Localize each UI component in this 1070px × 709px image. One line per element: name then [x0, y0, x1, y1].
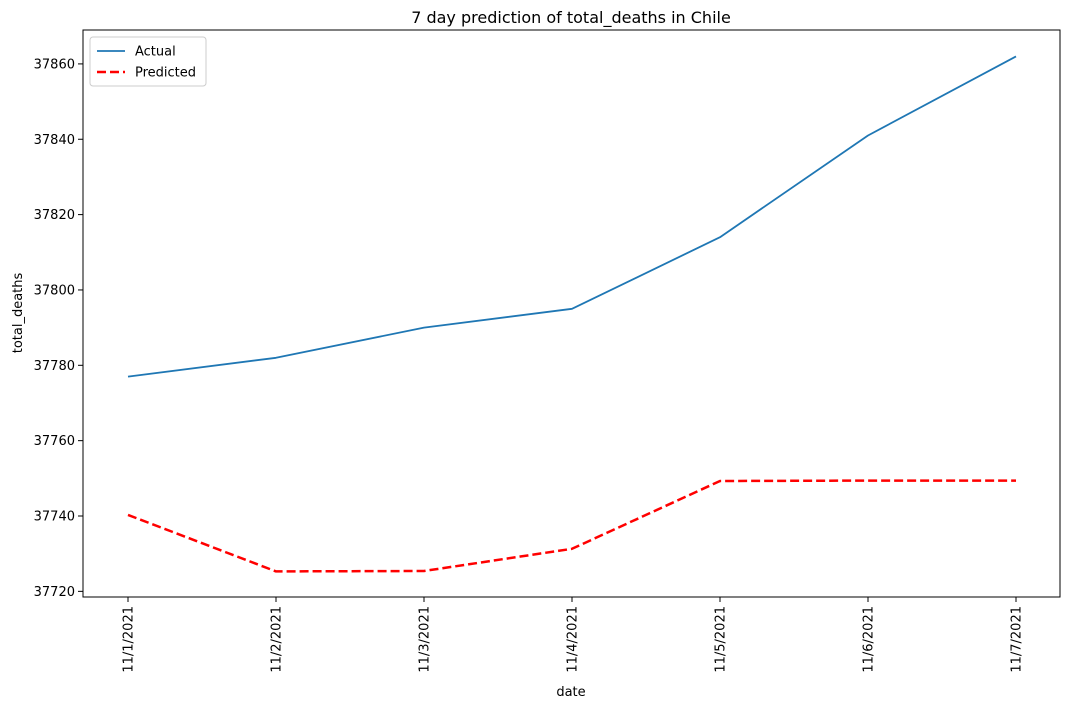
y-tick-label: 37760: [34, 434, 75, 449]
series-layer: [127, 55, 1017, 573]
y-tick-label: 37780: [34, 359, 75, 374]
y-tick-label: 37720: [34, 585, 75, 600]
y-tick-label: 37740: [34, 510, 75, 525]
legend: Actual Predicted: [89, 36, 207, 87]
x-axis-label: date: [556, 685, 585, 700]
x-tick-label: 11/3/2021: [418, 606, 433, 673]
x-tick-label: 11/4/2021: [566, 606, 581, 673]
series-line-predicted: [127, 479, 1016, 573]
x-tick-label: 11/6/2021: [862, 606, 877, 673]
y-tick-label: 37800: [34, 283, 75, 298]
plot-area: [82, 29, 1061, 598]
x-tick-label: 11/7/2021: [1010, 606, 1025, 673]
y-tick-label: 37840: [34, 133, 75, 148]
series-line-actual: [127, 55, 1017, 378]
x-tick-label: 11/1/2021: [122, 606, 137, 673]
x-tick-label: 11/2/2021: [270, 606, 285, 673]
legend-label-predicted: Predicted: [135, 66, 196, 81]
y-axis-label: total_deaths: [11, 273, 26, 354]
legend-label-actual: Actual: [135, 45, 176, 60]
x-tick-label: 11/5/2021: [714, 606, 729, 673]
legend-box: [89, 36, 207, 87]
x-axis-ticks: 11/1/2021 11/2/2021 11/3/2021 11/4/2021 11/5…: [122, 597, 1025, 673]
y-tick-label: 37860: [34, 57, 75, 72]
y-tick-label: 37820: [34, 208, 75, 223]
y-axis-ticks: 37720 37740 37760 37780 37800 37820 37840 37860: [34, 57, 83, 600]
chart-title: 7 day prediction of total_deaths in Chil…: [411, 8, 731, 28]
